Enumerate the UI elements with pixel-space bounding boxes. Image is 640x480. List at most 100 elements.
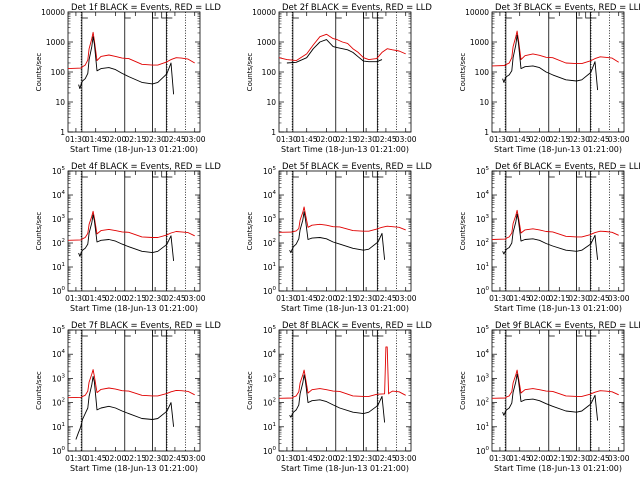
x-axis-label: Start Time (18-Jun-13 01:21:00) — [281, 145, 409, 154]
y-tick-label: 104 — [52, 349, 66, 359]
y-tick-exponent: 3 — [62, 373, 66, 379]
x-tick-label: 01:30 — [65, 135, 87, 144]
y-tick-exponent: 5 — [273, 325, 277, 331]
time-marker — [589, 330, 597, 337]
events-series-line — [78, 36, 175, 95]
time-marker — [585, 330, 592, 337]
time-marker — [152, 12, 159, 19]
x-tick-label: 03:00 — [184, 294, 206, 303]
time-marker — [376, 12, 384, 19]
y-tick-label: 100 — [52, 446, 66, 456]
events-series-line — [78, 214, 175, 261]
y-axis-label: Counts/sec — [246, 371, 254, 410]
x-tick-label: 01:45 — [296, 135, 318, 144]
y-tick-exponent: 4 — [62, 349, 66, 355]
y-tick-label: 102 — [263, 238, 276, 248]
y-tick-exponent: 3 — [273, 214, 277, 220]
y-tick-label: 105 — [263, 166, 277, 176]
y-tick-exponent: 4 — [486, 190, 490, 196]
time-marker — [363, 171, 370, 178]
y-axis-label: Counts/sec — [246, 212, 254, 251]
x-tick-label: 01:30 — [276, 454, 298, 463]
x-tick-label: 02:00 — [529, 135, 551, 144]
x-tick-label: 03:00 — [395, 135, 417, 144]
lld-series-line — [491, 209, 619, 240]
x-tick-label: 01:45 — [509, 135, 531, 144]
time-marker — [589, 12, 597, 19]
x-tick-label: 02:00 — [316, 454, 338, 463]
plot-frame — [491, 170, 625, 292]
time-marker — [576, 12, 583, 19]
time-marker — [576, 171, 583, 178]
y-tick-label: 1000 — [470, 38, 489, 47]
x-tick-label: 03:00 — [608, 454, 630, 463]
x-tick-label: 03:00 — [608, 135, 630, 144]
x-tick-label: 02:00 — [105, 294, 127, 303]
x-tick-label: 03:00 — [608, 294, 630, 303]
y-tick-label: 100 — [263, 446, 277, 456]
y-tick-label: 1000 — [257, 38, 276, 47]
y-tick-label: 104 — [52, 190, 66, 200]
x-tick-label: 01:45 — [85, 135, 107, 144]
x-tick-label: 01:30 — [489, 135, 511, 144]
y-tick-label: 104 — [263, 349, 277, 359]
x-tick-label: 02:45 — [164, 135, 186, 144]
y-tick-label: 10 — [266, 98, 276, 107]
x-tick-label: 02:15 — [336, 454, 358, 463]
y-tick-label: 103 — [52, 214, 66, 224]
time-marker — [376, 330, 384, 337]
y-tick-label: 101 — [52, 262, 65, 272]
x-tick-label: 02:00 — [529, 294, 551, 303]
y-axis-label: Counts/sec — [35, 371, 43, 410]
x-tick-label: 02:45 — [164, 454, 186, 463]
y-axis-label: Counts/sec — [459, 371, 467, 410]
plot-frame — [491, 11, 625, 133]
y-tick-exponent: 1 — [486, 422, 490, 428]
x-tick-label: 01:45 — [509, 294, 531, 303]
x-tick-label: 02:15 — [549, 454, 571, 463]
y-tick-exponent: 0 — [62, 446, 66, 452]
y-tick-label: 1 — [271, 128, 276, 137]
y-tick-label: 1 — [484, 128, 489, 137]
lld-series-line — [491, 30, 619, 67]
y-tick-label: 10000 — [41, 8, 65, 17]
time-marker — [81, 330, 88, 337]
y-tick-exponent: 5 — [273, 166, 277, 172]
y-tick-label: 101 — [476, 422, 489, 432]
x-tick-label: 02:15 — [125, 135, 147, 144]
x-tick-label: 02:00 — [105, 454, 127, 463]
time-marker — [505, 171, 512, 178]
time-marker — [165, 171, 173, 178]
time-marker — [335, 171, 342, 178]
y-tick-label: 100 — [52, 286, 66, 296]
plot-frame — [67, 170, 201, 292]
y-tick-exponent: 0 — [273, 446, 277, 452]
time-marker — [161, 12, 168, 19]
y-tick-label: 1 — [60, 128, 65, 137]
y-tick-label: 10000 — [252, 8, 276, 17]
y-tick-exponent: 5 — [486, 166, 490, 172]
y-tick-label: 102 — [263, 398, 276, 408]
y-tick-exponent: 2 — [62, 398, 66, 404]
x-tick-label: 02:45 — [588, 454, 610, 463]
y-tick-label: 105 — [52, 325, 66, 335]
x-axis-label: Start Time (18-Jun-13 01:21:00) — [70, 464, 198, 473]
y-tick-label: 100 — [476, 446, 490, 456]
panel-title: Det 8f BLACK = Events, RED = LLD — [282, 321, 432, 331]
x-axis-label: Start Time (18-Jun-13 01:21:00) — [281, 464, 409, 473]
detector-panel-8: Det 8f BLACK = Events, RED = LLD Counts/s… — [246, 321, 432, 473]
time-marker — [372, 171, 379, 178]
x-tick-label: 01:45 — [85, 454, 107, 463]
time-marker — [585, 12, 592, 19]
time-marker — [589, 171, 597, 178]
y-tick-exponent: 2 — [486, 238, 490, 244]
time-marker — [548, 330, 555, 337]
plot-frame — [278, 11, 412, 133]
y-tick-label: 101 — [263, 422, 276, 432]
x-tick-label: 02:15 — [125, 294, 147, 303]
x-tick-label: 01:30 — [276, 294, 298, 303]
x-tick-label: 02:15 — [549, 135, 571, 144]
x-tick-label: 01:30 — [489, 294, 511, 303]
plot-frame — [491, 329, 625, 452]
x-tick-label: 03:00 — [184, 135, 206, 144]
